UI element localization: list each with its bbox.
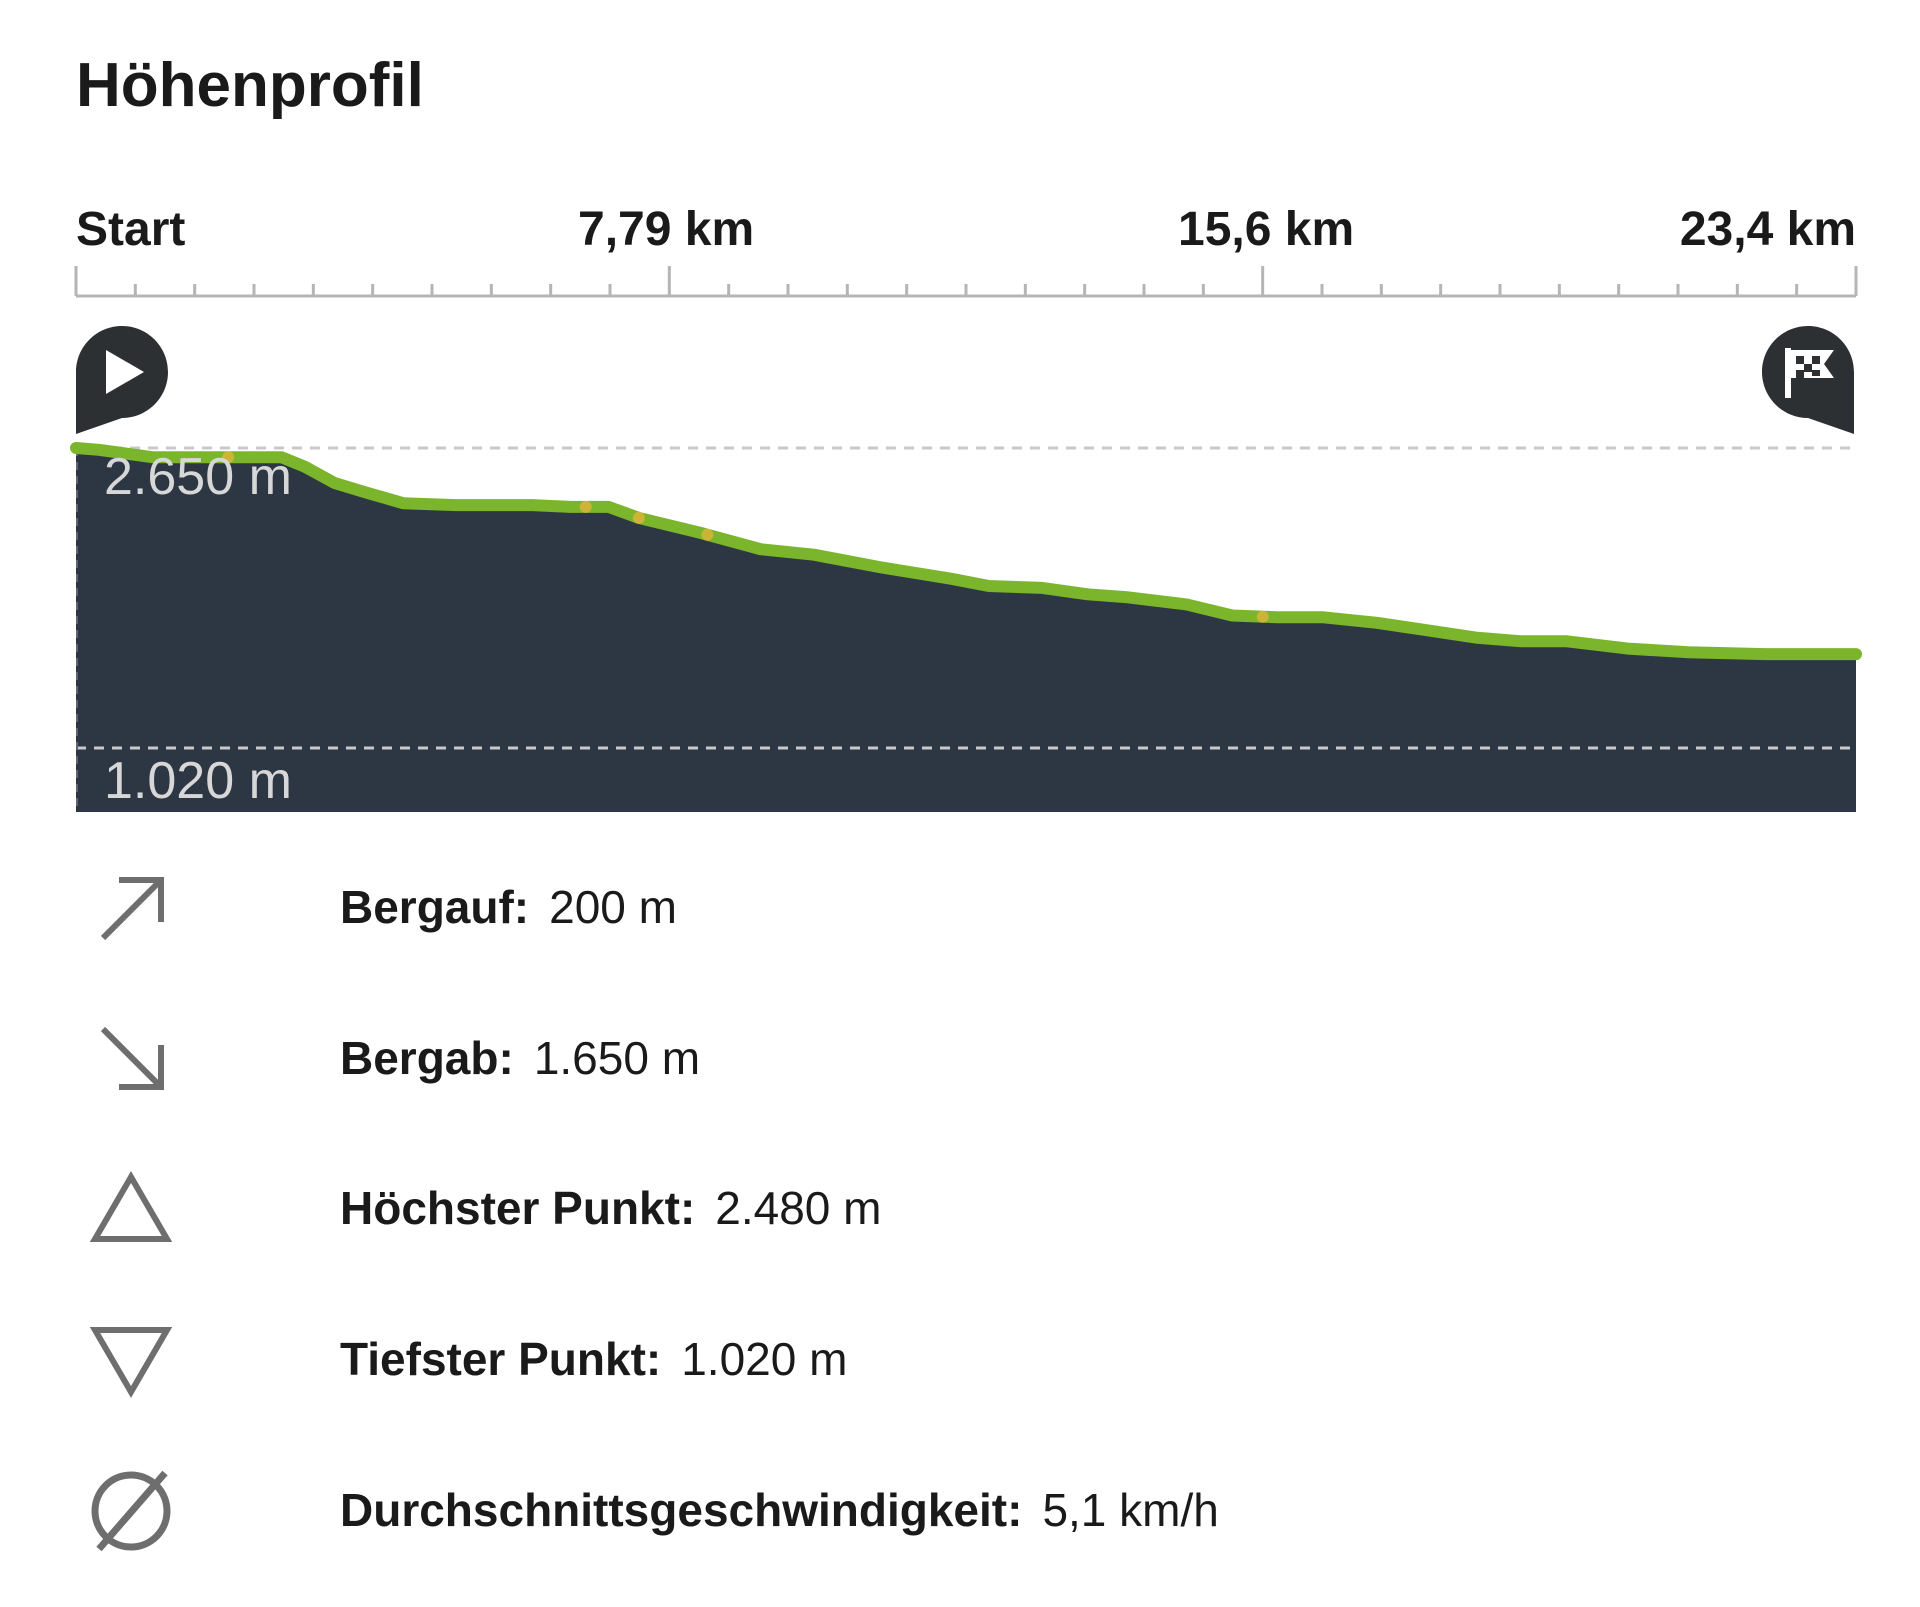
stat-row-descent: Bergab: 1.650 m — [0, 1011, 1920, 1121]
arrow-down-right-icon — [100, 1026, 164, 1090]
elevation-highlight-mark — [701, 528, 714, 541]
elevation-plot — [70, 442, 1862, 812]
distance-axis-labels: Start 7,79 km 15,6 km 23,4 km — [76, 202, 1856, 272]
stat-label-average-speed: Durchschnittsgeschwindigkeit: — [340, 1484, 1023, 1536]
stat-label-highest-point: Höchster Punkt: — [340, 1182, 696, 1234]
stat-value-descent: 1.650 m — [533, 1032, 701, 1084]
stat-value-highest-point: 2.480 m — [715, 1182, 882, 1234]
stat-value-lowest-point: 1.020 m — [681, 1333, 848, 1385]
distance-label-2: 15,6 km — [1178, 203, 1355, 256]
distance-label-1: 7,79 km — [578, 203, 755, 256]
average-icon — [91, 1470, 171, 1552]
elevation-highlight-mark — [222, 451, 235, 464]
stat-row-ascent: Bergauf: 200 m — [0, 860, 1920, 970]
distance-axis — [74, 266, 1858, 298]
arrow-up-right-icon — [100, 877, 164, 941]
distance-label-end: 23,4 km — [1679, 203, 1856, 256]
stat-label-ascent: Bergauf: — [340, 881, 530, 933]
stat-value-average-speed: 5,1 km/h — [1042, 1484, 1219, 1536]
elevation-chart: 2.650 m 1.020 m — [70, 266, 1862, 812]
distance-label-start: Start — [76, 203, 186, 256]
stat-row-highest-point: Höchster Punkt: 2.480 m — [0, 1161, 1920, 1271]
triangle-up-icon — [89, 1171, 173, 1242]
flag-icon — [1785, 348, 1834, 398]
elevation-label-high: 2.650 m — [104, 448, 292, 506]
finish-marker[interactable] — [1762, 326, 1854, 434]
stat-label-lowest-point: Tiefster Punkt: — [340, 1333, 662, 1385]
play-icon — [106, 350, 144, 394]
triangle-down-icon — [89, 1327, 173, 1398]
elevation-line — [70, 442, 1862, 661]
elevation-reference-labels: 2.650 m 1.020 m — [104, 448, 292, 810]
stat-row-average-speed: Durchschnittsgeschwindigkeit: 5,1 km/h — [0, 1463, 1920, 1573]
stat-value-ascent: 200 m — [549, 881, 677, 933]
stat-label-descent: Bergab: — [340, 1032, 514, 1084]
route-markers — [76, 326, 1854, 434]
elevation-label-low: 1.020 m — [104, 752, 292, 810]
page-title: Höhenprofil — [76, 51, 424, 120]
elevation-area — [76, 448, 1856, 812]
stat-row-lowest-point: Tiefster Punkt: 1.020 m — [0, 1312, 1920, 1422]
elevation-highlight-mark — [1256, 610, 1269, 623]
elevation-highlight-mark — [632, 511, 645, 524]
elevation-highlight-mark — [579, 500, 592, 513]
start-marker[interactable] — [76, 326, 168, 434]
